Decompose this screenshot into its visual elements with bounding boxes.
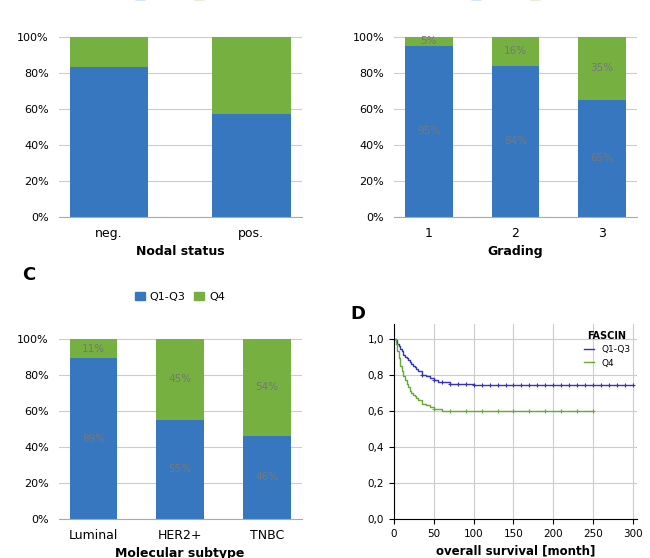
Text: D: D bbox=[350, 305, 365, 323]
Text: 55%: 55% bbox=[168, 464, 192, 474]
Text: 5%: 5% bbox=[421, 36, 437, 46]
Bar bbox=[70, 358, 117, 519]
X-axis label: Grading: Grading bbox=[488, 246, 543, 258]
Bar bbox=[243, 436, 291, 519]
Bar bbox=[212, 37, 291, 114]
Bar bbox=[70, 339, 117, 358]
Bar bbox=[405, 37, 452, 46]
Bar bbox=[405, 46, 452, 217]
Text: 65%: 65% bbox=[591, 153, 614, 163]
Text: 89%: 89% bbox=[82, 434, 105, 444]
Legend: Q1-Q3, Q4: Q1-Q3, Q4 bbox=[134, 291, 226, 303]
Bar bbox=[212, 114, 291, 217]
X-axis label: overall survival [month]: overall survival [month] bbox=[436, 544, 595, 557]
Bar bbox=[156, 339, 204, 420]
Bar bbox=[243, 339, 291, 436]
Legend: Q1-Q3, Q4: Q1-Q3, Q4 bbox=[134, 0, 226, 1]
Bar bbox=[156, 420, 204, 519]
Text: 46%: 46% bbox=[255, 473, 278, 483]
Text: 11%: 11% bbox=[82, 344, 105, 354]
Text: 35%: 35% bbox=[591, 63, 614, 73]
Bar bbox=[491, 37, 540, 66]
Bar bbox=[70, 68, 148, 217]
Legend: Q1-Q3, Q4: Q1-Q3, Q4 bbox=[582, 329, 632, 369]
Bar bbox=[578, 100, 626, 217]
Text: 45%: 45% bbox=[168, 374, 192, 384]
Text: 16%: 16% bbox=[504, 46, 527, 56]
Bar bbox=[491, 66, 540, 217]
Bar bbox=[578, 37, 626, 100]
Text: 95%: 95% bbox=[417, 127, 440, 136]
Text: 54%: 54% bbox=[255, 382, 278, 392]
Legend: Q1-Q3, Q4: Q1-Q3, Q4 bbox=[469, 0, 562, 1]
Text: 84%: 84% bbox=[504, 136, 527, 146]
X-axis label: Molecular subtype: Molecular subtype bbox=[115, 547, 244, 558]
Bar bbox=[70, 37, 148, 68]
X-axis label: Nodal status: Nodal status bbox=[136, 246, 224, 258]
Text: C: C bbox=[22, 266, 35, 284]
